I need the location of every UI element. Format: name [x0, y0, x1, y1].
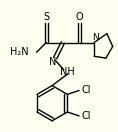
Text: Cl: Cl: [81, 111, 91, 121]
Text: N: N: [49, 57, 57, 67]
Text: H₂N: H₂N: [10, 47, 29, 57]
Text: O: O: [76, 12, 83, 22]
Text: S: S: [43, 12, 49, 22]
Text: N: N: [92, 33, 99, 42]
Text: Cl: Cl: [81, 86, 91, 95]
Text: NH: NH: [60, 67, 75, 77]
